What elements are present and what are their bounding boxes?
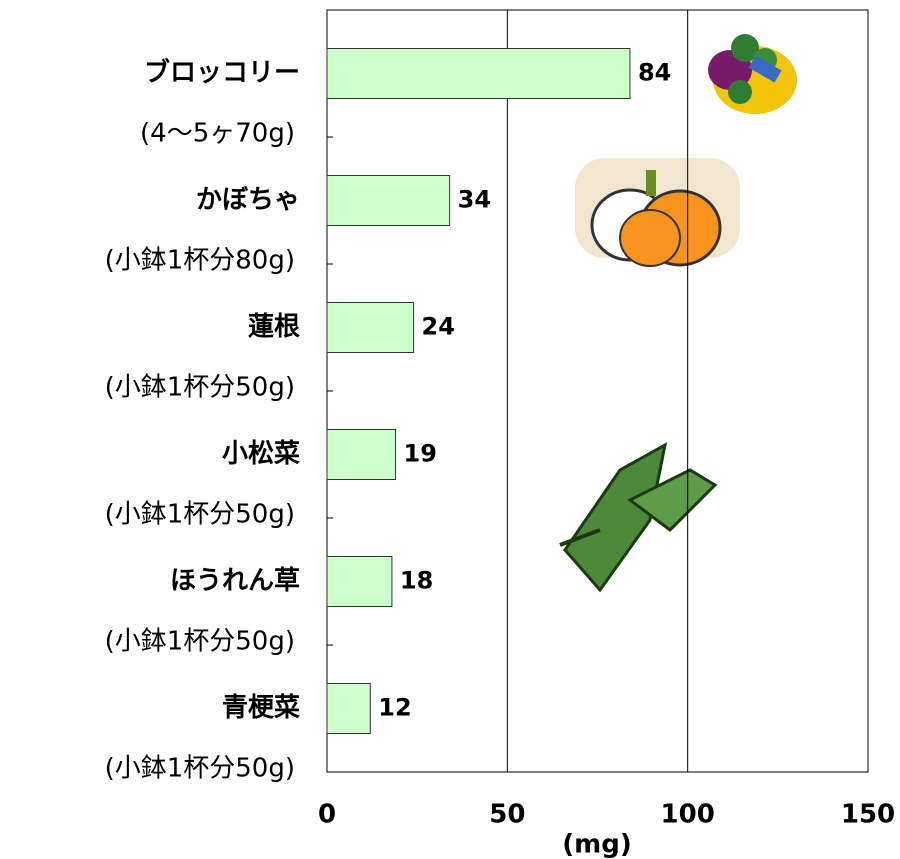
category-label: ブロッコリー <box>144 57 300 88</box>
category-note: (小鉢1杯分80g) <box>105 246 295 276</box>
bar <box>327 557 392 607</box>
bar <box>327 176 450 226</box>
category-label: 蓮根 <box>248 312 300 342</box>
value-label: 12 <box>378 694 411 722</box>
chart: (mg) 0 50 100 150 ブロッコリー (4〜5ヶ70g) 84 かぼちゃ (小鉢1杯… <box>0 0 900 859</box>
x-tick-label: 50 <box>489 800 525 830</box>
category-note: (小鉢1杯分50g) <box>105 373 295 403</box>
x-axis-label: (mg) <box>562 830 631 859</box>
value-label: 18 <box>400 567 433 595</box>
category-note: (小鉢1杯分50g) <box>105 500 295 530</box>
value-label: 34 <box>458 186 491 214</box>
bar <box>327 684 370 734</box>
value-label: 24 <box>422 313 455 341</box>
bar <box>327 430 396 480</box>
bar <box>327 303 414 353</box>
plot-frame <box>327 10 868 772</box>
x-tick-label: 150 <box>841 800 895 830</box>
bar <box>327 49 630 99</box>
value-label: 19 <box>404 440 437 468</box>
x-tick-label: 0 <box>318 800 336 830</box>
category-note: (小鉢1杯分50g) <box>105 627 295 657</box>
category-label: 青梗菜 <box>222 693 300 723</box>
illustrations <box>560 34 797 590</box>
x-tick-label: 100 <box>661 800 715 830</box>
value-label: 84 <box>638 59 671 87</box>
category-label: ほうれん草 <box>170 566 300 596</box>
category-label: かぼちゃ <box>196 185 300 215</box>
category-note: (小鉢1杯分50g) <box>105 754 295 784</box>
category-label: 小松菜 <box>222 439 300 469</box>
category-note: (4〜5ヶ70g) <box>140 119 295 149</box>
